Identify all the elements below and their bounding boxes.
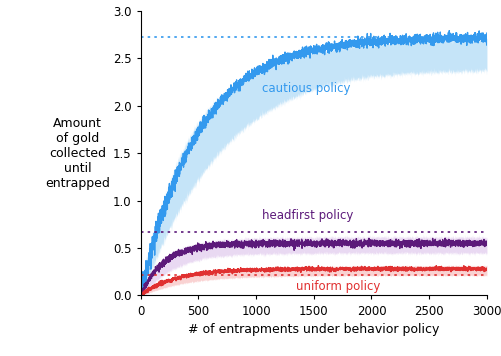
Y-axis label: Amount
of gold
collected
until
entrapped: Amount of gold collected until entrapped: [45, 116, 110, 190]
Text: headfirst policy: headfirst policy: [262, 209, 353, 222]
Text: cautious policy: cautious policy: [262, 82, 350, 95]
X-axis label: # of entrapments under behavior policy: # of entrapments under behavior policy: [188, 323, 438, 336]
Text: uniform policy: uniform policy: [296, 280, 380, 293]
